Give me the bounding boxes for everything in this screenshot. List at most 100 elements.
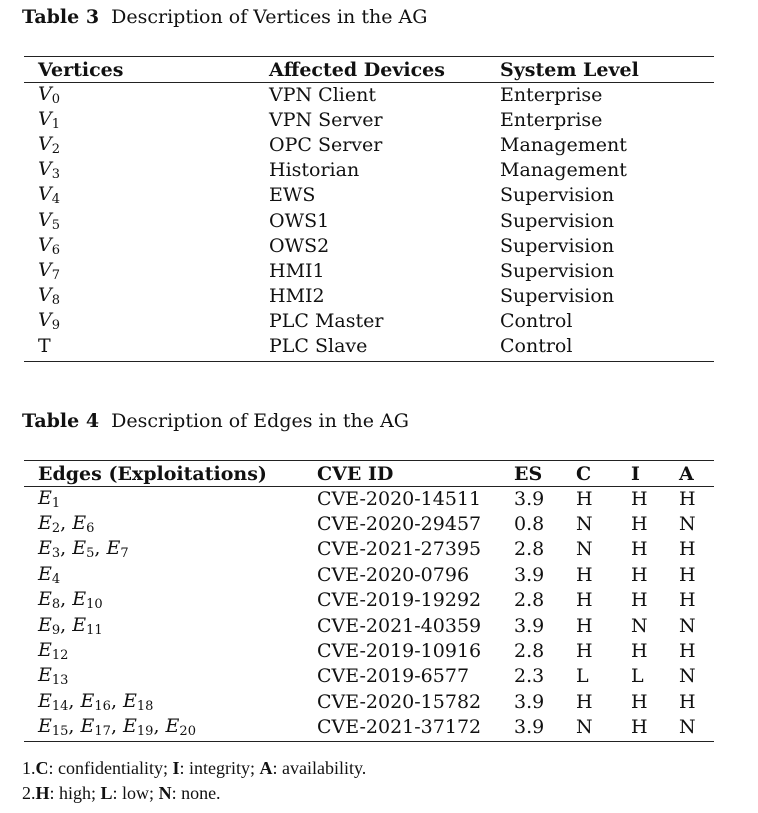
table4-bottom-rule bbox=[24, 741, 714, 742]
vertex-symbol: V bbox=[38, 258, 52, 281]
edge-symbol: E bbox=[123, 715, 137, 738]
cve-cell: CVE-2021-27395 bbox=[317, 538, 482, 561]
edge-symbol: E bbox=[80, 715, 95, 738]
cve-cell: CVE-2020-15782 bbox=[317, 690, 482, 713]
level-cell: Management bbox=[500, 159, 627, 182]
cve-cell: CVE-2020-29457 bbox=[317, 513, 482, 536]
vertex-cell: T bbox=[38, 334, 269, 359]
edge-symbol: E bbox=[38, 689, 52, 712]
edge-subscript: 8 bbox=[51, 597, 61, 613]
i-cell: H bbox=[631, 716, 648, 739]
edge-subscript: 13 bbox=[51, 673, 69, 689]
es-cell: 3.9 bbox=[514, 563, 545, 586]
edge-subscript: 18 bbox=[136, 698, 154, 714]
note-key: N bbox=[158, 783, 172, 803]
table-row: V3 Historian Management bbox=[38, 158, 639, 183]
edge-symbol: E bbox=[38, 486, 52, 509]
vertex-cell: V5 bbox=[38, 208, 269, 233]
device-cell: OWS2 bbox=[269, 234, 330, 257]
table-row: T PLC Slave Control bbox=[38, 334, 639, 359]
es-cell: 3.9 bbox=[514, 487, 545, 510]
c-cell: H bbox=[576, 589, 593, 612]
vertex-subscript: 7 bbox=[51, 267, 61, 283]
table4-header-cve: CVE ID bbox=[317, 462, 394, 485]
es-cell: 2.3 bbox=[514, 665, 545, 688]
i-cell: H bbox=[631, 538, 648, 561]
cve-cell: CVE-2019-19292 bbox=[317, 589, 482, 612]
edge-subscript: 15 bbox=[51, 724, 69, 740]
c-cell: H bbox=[576, 640, 593, 663]
cve-cell: CVE-2019-10916 bbox=[317, 640, 482, 663]
vertex-symbol: V bbox=[38, 107, 52, 130]
edge-symbol: E bbox=[38, 512, 52, 535]
vertex-cell: V1 bbox=[38, 107, 269, 132]
vertex-cell: V0 bbox=[38, 82, 269, 107]
edges-cell: E2, E6 bbox=[38, 512, 95, 537]
table3-caption-label: Table 3 bbox=[22, 6, 100, 28]
note-text: : availability. bbox=[272, 758, 367, 778]
note-text: : confidentiality; bbox=[48, 758, 173, 778]
device-cell: Historian bbox=[269, 159, 360, 182]
vertex-symbol: V bbox=[38, 309, 52, 332]
vertex-cell: V8 bbox=[38, 284, 269, 309]
a-cell: H bbox=[679, 538, 696, 561]
device-cell: HMI2 bbox=[269, 285, 325, 308]
edge-symbol: E bbox=[72, 537, 87, 560]
table-row: V5 OWS1 Supervision bbox=[38, 208, 639, 233]
edge-symbol: E bbox=[72, 613, 87, 636]
a-cell: H bbox=[679, 487, 696, 510]
vertex-subscript: 0 bbox=[51, 91, 61, 107]
table3-caption: Table 3 Description of Vertices in the A… bbox=[22, 6, 427, 28]
table3-bottom-rule bbox=[24, 361, 714, 362]
c-cell: L bbox=[576, 665, 589, 688]
note-key: A bbox=[259, 758, 273, 778]
es-cell: 3.9 bbox=[514, 614, 545, 637]
cve-cell: CVE-2020-14511 bbox=[317, 487, 482, 510]
device-cell: OWS1 bbox=[269, 209, 330, 232]
table4-header-edges: Edges (Exploitations) bbox=[38, 462, 267, 485]
level-cell: Supervision bbox=[500, 285, 615, 308]
i-cell: N bbox=[631, 614, 648, 637]
table-row: E3, E5, E7 CVE-2021-27395 2.8 N H H bbox=[38, 537, 696, 562]
es-cell: 0.8 bbox=[514, 513, 545, 536]
edge-symbol: E bbox=[106, 537, 121, 560]
table-row: V8 HMI2 Supervision bbox=[38, 284, 639, 309]
note-line: 2.H: high; L: low; N: none. bbox=[22, 783, 366, 808]
note-key: I bbox=[172, 758, 180, 778]
note-text: 2. bbox=[22, 783, 36, 803]
device-cell: EWS bbox=[269, 184, 316, 207]
device-cell: HMI1 bbox=[269, 259, 325, 282]
vertex-subscript: 5 bbox=[51, 217, 61, 233]
table4-header-row: Edges (Exploitations) CVE ID ES C I A bbox=[38, 461, 696, 486]
edges-cell: E4 bbox=[38, 562, 317, 587]
es-cell: 3.9 bbox=[514, 716, 545, 739]
c-cell: H bbox=[576, 690, 593, 713]
edge-subscript: 5 bbox=[86, 546, 95, 562]
table4: Edges (Exploitations) CVE ID ES C I A E1… bbox=[38, 461, 696, 740]
vertex-cell: V4 bbox=[38, 183, 269, 208]
edge-subscript: 1 bbox=[51, 495, 61, 511]
vertex-subscript: 6 bbox=[51, 242, 61, 258]
edge-symbol: E bbox=[80, 689, 95, 712]
c-cell: N bbox=[576, 538, 593, 561]
level-cell: Supervision bbox=[500, 234, 615, 257]
vertex-symbol: V bbox=[38, 132, 52, 155]
level-cell: Enterprise bbox=[500, 108, 603, 131]
a-cell: H bbox=[679, 640, 696, 663]
edge-subscript: 10 bbox=[86, 597, 103, 613]
table4-header-es: ES bbox=[514, 462, 543, 485]
table4-header-rule bbox=[24, 486, 714, 487]
table3-header-row: Vertices Affected Devices System Level bbox=[38, 57, 639, 82]
vertex-subscript: 8 bbox=[51, 293, 61, 309]
i-cell: H bbox=[631, 563, 648, 586]
level-cell: Control bbox=[500, 335, 573, 358]
vertex-cell: V3 bbox=[38, 158, 269, 183]
table3-caption-text: Description of Vertices in the AG bbox=[111, 6, 428, 28]
edge-subscript: 9 bbox=[51, 622, 61, 638]
table-row: E15, E17, E19, E20 CVE-2021-37172 3.9 N H N bbox=[38, 715, 696, 740]
i-cell: H bbox=[631, 640, 648, 663]
edges-cell: E1 bbox=[38, 486, 317, 511]
c-cell: N bbox=[576, 716, 593, 739]
table-row: V9 PLC Master Control bbox=[38, 309, 639, 334]
edges-cell: E13 bbox=[38, 664, 317, 689]
